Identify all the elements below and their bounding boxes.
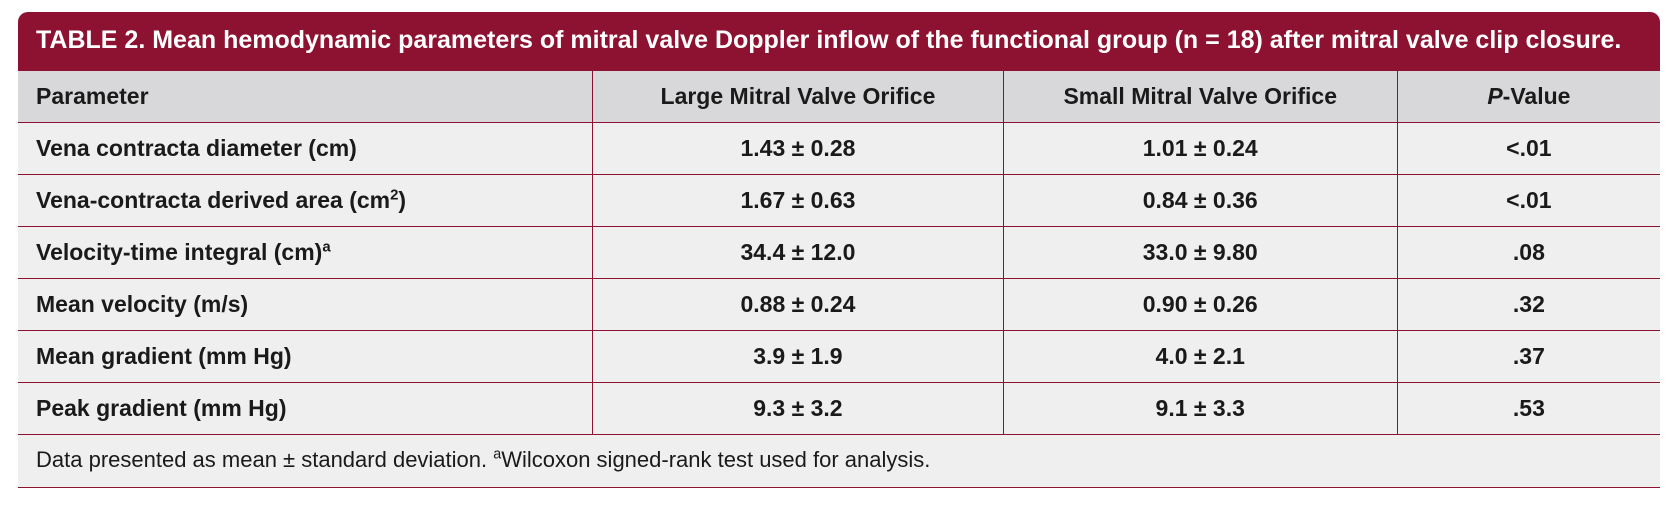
table-footer-row: Data presented as mean ± standard deviat…: [18, 435, 1660, 488]
table-title-text: Mean hemodynamic parameters of mitral va…: [152, 26, 1621, 54]
cell-large-orifice: 1.43 ± 0.28: [593, 123, 1004, 175]
col-header-small-orifice: Small Mitral Valve Orifice: [1003, 71, 1397, 123]
col-header-p-value: P-Value: [1397, 71, 1660, 123]
col-header-large-orifice: Large Mitral Valve Orifice: [593, 71, 1004, 123]
cell-small-orifice: 0.90 ± 0.26: [1003, 279, 1397, 331]
cell-small-orifice: 0.84 ± 0.36: [1003, 175, 1397, 227]
table-footnote: Data presented as mean ± standard deviat…: [18, 435, 1660, 488]
cell-small-orifice: 33.0 ± 9.80: [1003, 227, 1397, 279]
cell-large-orifice: 0.88 ± 0.24: [593, 279, 1004, 331]
cell-parameter: Vena-contracta derived area (cm2): [18, 175, 593, 227]
cell-p-value: <.01: [1397, 175, 1660, 227]
cell-small-orifice: 4.0 ± 2.1: [1003, 331, 1397, 383]
table-container: TABLE 2. Mean hemodynamic parameters of …: [0, 0, 1678, 506]
cell-large-orifice: 1.67 ± 0.63: [593, 175, 1004, 227]
table-row: Peak gradient (mm Hg)9.3 ± 3.29.1 ± 3.3.…: [18, 383, 1660, 435]
cell-p-value: <.01: [1397, 123, 1660, 175]
table-row: Vena-contracta derived area (cm2)1.67 ± …: [18, 175, 1660, 227]
cell-parameter: Peak gradient (mm Hg): [18, 383, 593, 435]
table-header-row: Parameter Large Mitral Valve Orifice Sma…: [18, 71, 1660, 123]
table-row: Vena contracta diameter (cm)1.43 ± 0.281…: [18, 123, 1660, 175]
cell-p-value: .37: [1397, 331, 1660, 383]
table-body: Vena contracta diameter (cm)1.43 ± 0.281…: [18, 123, 1660, 435]
cell-p-value: .32: [1397, 279, 1660, 331]
table-title-row: TABLE 2. Mean hemodynamic parameters of …: [18, 12, 1660, 71]
cell-large-orifice: 3.9 ± 1.9: [593, 331, 1004, 383]
cell-small-orifice: 9.1 ± 3.3: [1003, 383, 1397, 435]
p-italic: P: [1487, 83, 1502, 109]
cell-p-value: .08: [1397, 227, 1660, 279]
table-row: Velocity-time integral (cm)a34.4 ± 12.03…: [18, 227, 1660, 279]
cell-small-orifice: 1.01 ± 0.24: [1003, 123, 1397, 175]
cell-parameter: Mean gradient (mm Hg): [18, 331, 593, 383]
col-header-parameter: Parameter: [18, 71, 593, 123]
cell-parameter: Velocity-time integral (cm)a: [18, 227, 593, 279]
cell-parameter: Mean velocity (m/s): [18, 279, 593, 331]
hemodynamic-table: TABLE 2. Mean hemodynamic parameters of …: [18, 12, 1660, 488]
cell-large-orifice: 34.4 ± 12.0: [593, 227, 1004, 279]
table-row: Mean velocity (m/s)0.88 ± 0.240.90 ± 0.2…: [18, 279, 1660, 331]
cell-p-value: .53: [1397, 383, 1660, 435]
table-row: Mean gradient (mm Hg)3.9 ± 1.94.0 ± 2.1.…: [18, 331, 1660, 383]
cell-parameter: Vena contracta diameter (cm): [18, 123, 593, 175]
cell-large-orifice: 9.3 ± 3.2: [593, 383, 1004, 435]
table-title: TABLE 2. Mean hemodynamic parameters of …: [18, 12, 1660, 71]
p-suffix: -Value: [1503, 83, 1571, 109]
table-title-prefix: TABLE 2.: [36, 26, 152, 54]
